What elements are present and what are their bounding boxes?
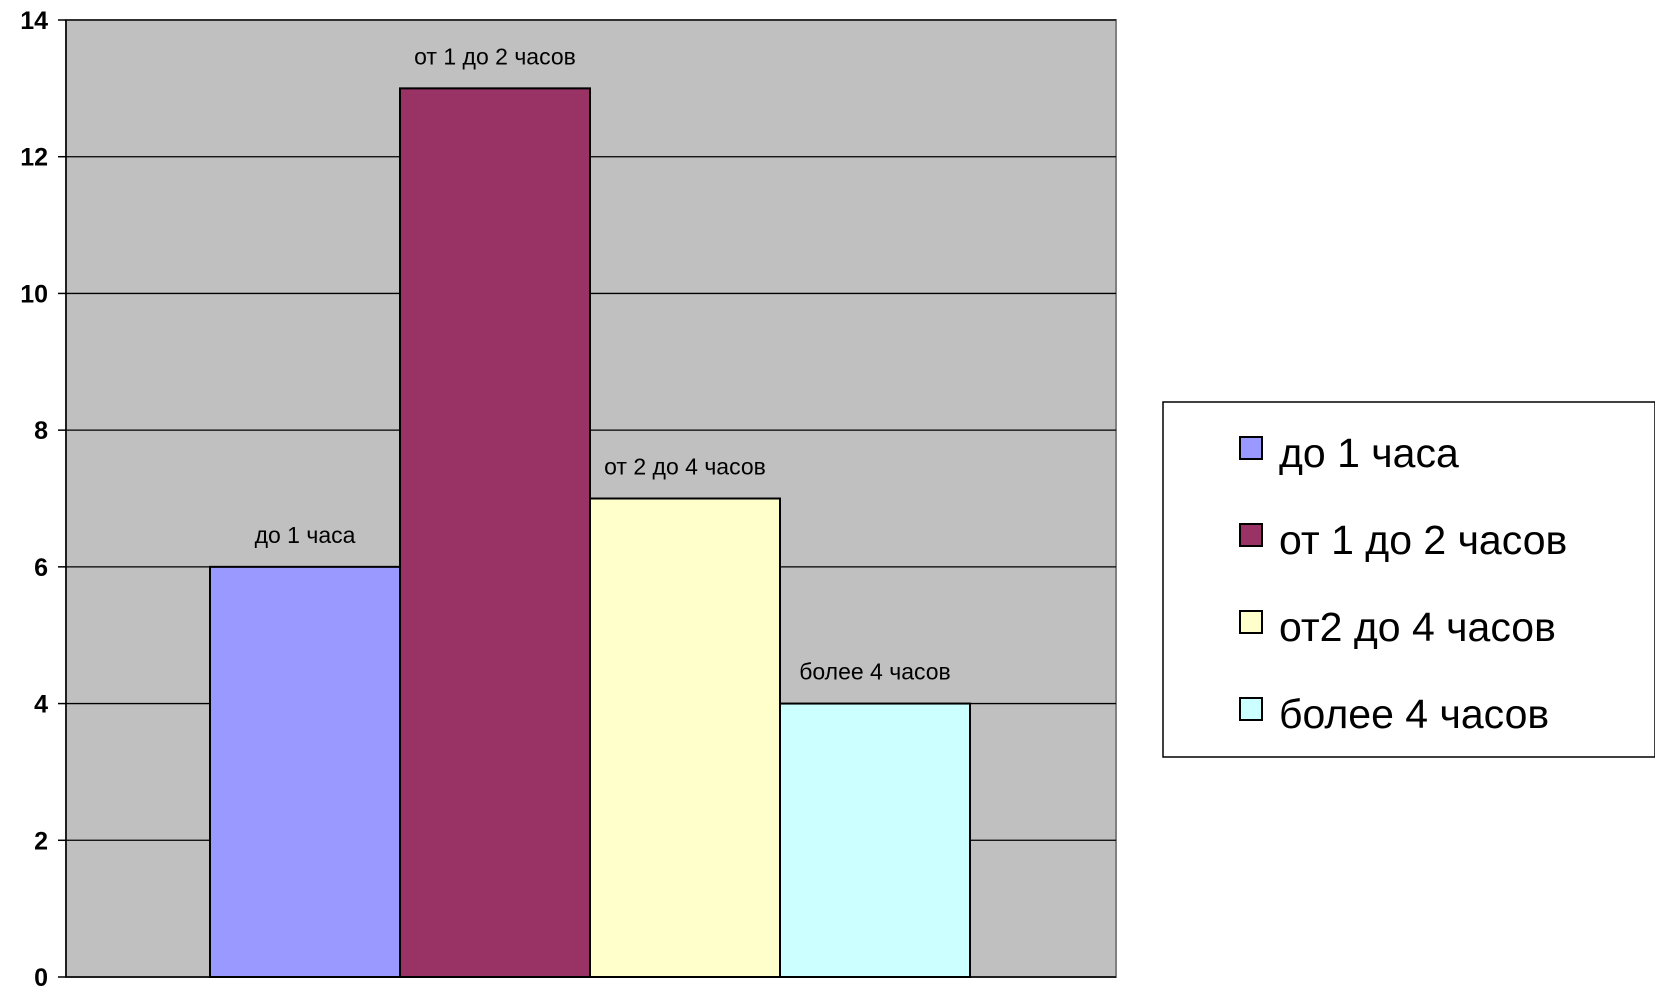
legend-swatch (1239, 436, 1263, 460)
y-axis-ticks: 0 2 4 6 8 10 12 14 (20, 7, 66, 990)
legend-swatch (1239, 610, 1263, 634)
y-tick-label: 4 (34, 691, 48, 719)
bar (399, 87, 591, 979)
bar-data-label: более 4 часов (799, 659, 951, 685)
bar (589, 497, 781, 978)
y-tick-label: 2 (34, 827, 48, 855)
y-tick-label: 0 (34, 964, 48, 990)
bar (779, 702, 971, 978)
y-tick-label: 10 (20, 280, 48, 308)
bars (209, 87, 971, 979)
legend: до 1 часа от 1 до 2 часов от2 до 4 часов бо… (1162, 401, 1655, 758)
bar (209, 565, 401, 978)
legend-swatch (1239, 697, 1263, 721)
legend-label: до 1 часа (1279, 430, 1459, 476)
bar-data-label: от 1 до 2 часов (414, 43, 576, 69)
bar-data-label: до 1 часа (255, 522, 356, 548)
legend-label: от 1 до 2 часов (1279, 517, 1567, 563)
y-tick-label: 14 (20, 7, 48, 35)
legend-label: от2 до 4 часов (1279, 604, 1556, 650)
legend-swatch (1239, 523, 1263, 547)
bar-data-label: от 2 до 4 часов (604, 454, 766, 480)
y-tick-label: 6 (34, 554, 48, 582)
data-labels: до 1 часа от 1 до 2 часов от 2 до 4 часов б… (255, 43, 951, 684)
y-tick-label: 12 (20, 144, 48, 172)
legend-label: более 4 часов (1279, 691, 1549, 737)
y-tick-label: 8 (34, 417, 48, 445)
